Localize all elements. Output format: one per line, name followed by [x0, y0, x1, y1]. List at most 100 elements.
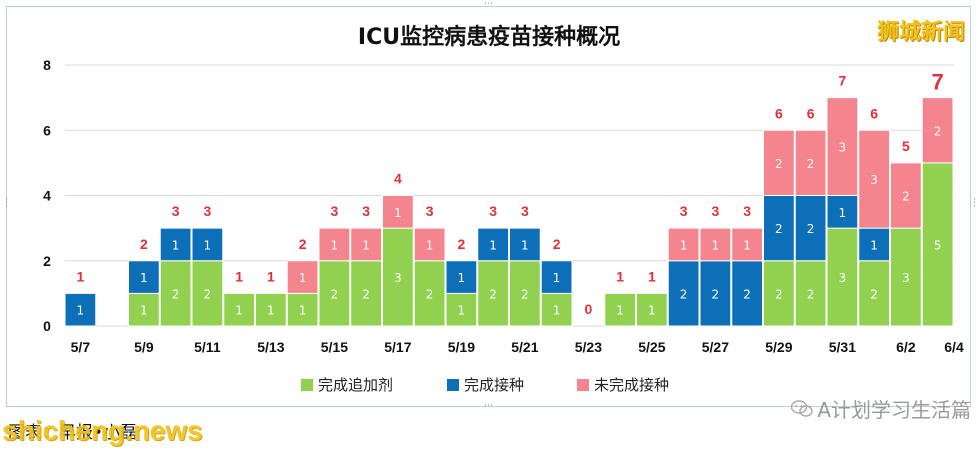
- x-tick-label: 5/25: [638, 339, 665, 355]
- segment-label: 2: [489, 287, 497, 301]
- right-resize-handle[interactable]: ⋮: [970, 198, 979, 208]
- segment-label: 2: [775, 287, 783, 301]
- bottom-resize-handle[interactable]: ⋯: [484, 401, 493, 411]
- segment-label: 1: [331, 238, 339, 252]
- total-label: 3: [172, 203, 180, 219]
- total-label: 7: [932, 70, 944, 95]
- bar-segment: [477, 227, 509, 262]
- left-resize-handle[interactable]: ⋮: [2, 198, 11, 208]
- x-tick-label: 5/23: [575, 339, 602, 355]
- total-label: 1: [616, 268, 624, 284]
- wechat-icon: [791, 399, 814, 417]
- total-label: 3: [426, 203, 434, 219]
- segment-label: 1: [458, 271, 466, 285]
- watermark-logo: 狮城新闻: [876, 20, 965, 45]
- total-label: 0: [584, 301, 592, 317]
- bar-segment: [731, 260, 763, 327]
- segment-label: 1: [426, 238, 434, 252]
- bar-segment: [318, 227, 351, 262]
- total-label: 1: [235, 268, 243, 284]
- bar-segment: [540, 292, 573, 327]
- x-tick-label: 5/11: [194, 339, 221, 355]
- segment-label: 1: [648, 304, 656, 318]
- segment-label: 2: [204, 287, 212, 301]
- bar-segment: [890, 227, 922, 327]
- bar-segment: [604, 292, 636, 327]
- segment-label: 1: [299, 304, 307, 318]
- total-label: 1: [76, 268, 84, 284]
- segment-label: 1: [204, 238, 212, 252]
- bar-segment: [128, 260, 160, 294]
- segment-label: 2: [331, 287, 339, 301]
- bar-segment: [159, 227, 192, 262]
- bar-segment: [128, 292, 160, 327]
- segment-label: 2: [712, 287, 720, 301]
- bar-segment: [826, 97, 859, 196]
- bar-segment: [64, 292, 97, 327]
- segment-label: 2: [807, 222, 815, 236]
- chart-title: ICU监控病患疫苗接种概况: [358, 24, 620, 50]
- segment-label: 1: [553, 271, 561, 285]
- bar-segment: [636, 292, 668, 327]
- segment-label: 1: [172, 238, 180, 252]
- bar-segment: [350, 260, 382, 327]
- segment-label: 1: [521, 238, 529, 252]
- bar-segment: [858, 129, 890, 229]
- legend-label: 完成接种: [464, 376, 524, 394]
- top-resize-handle[interactable]: ⋯: [484, 0, 493, 9]
- total-label: 3: [680, 203, 688, 219]
- y-tick-label: 4: [43, 188, 51, 204]
- total-label: 3: [489, 203, 497, 219]
- x-tick-label: 5/15: [321, 339, 348, 355]
- segment-label: 1: [362, 238, 370, 252]
- legend-label: 完成追加剂: [318, 376, 393, 394]
- x-tick-label: 6/4: [944, 339, 964, 355]
- segment-label: 2: [775, 157, 783, 171]
- segment-label: 2: [172, 287, 180, 301]
- x-tick-label: 5/13: [257, 339, 284, 355]
- bar-segment: [413, 227, 446, 262]
- bar-segment: [540, 260, 573, 294]
- bar-segment: [445, 260, 478, 294]
- total-label: 2: [553, 236, 561, 252]
- segment-label: 1: [839, 206, 847, 220]
- total-label: 3: [743, 203, 751, 219]
- legend-swatch: [301, 379, 313, 391]
- bar-segment: [382, 227, 414, 327]
- x-tick-label: 5/31: [829, 339, 856, 355]
- x-tick-label: 6/2: [896, 339, 916, 355]
- segment-label: 1: [712, 238, 720, 252]
- bar-segment: [763, 195, 795, 262]
- x-tick-label: 5/19: [448, 339, 475, 355]
- x-tick-label: 5/29: [765, 339, 792, 355]
- wechat-account: A计划学习生活篇: [791, 394, 971, 423]
- bar-segment: [286, 292, 319, 327]
- segment-label: 1: [616, 304, 624, 318]
- total-label: 6: [807, 105, 815, 121]
- x-tick-label: 5/9: [134, 339, 154, 355]
- bar-segment: [509, 227, 541, 262]
- segment-label: 1: [140, 304, 148, 318]
- x-tick-label: 5/7: [71, 339, 91, 355]
- total-label: 3: [521, 203, 529, 219]
- segment-label: 3: [839, 271, 847, 285]
- total-label: 2: [140, 236, 148, 252]
- y-tick-label: 2: [43, 253, 51, 269]
- chart-frame: ICU监控病患疫苗接种概况 0 2 4 6 8 1 1 1 1 2 2 1 3 2 1 3 1 1 1 1 1 1 2 2 1 3 2…: [6, 6, 971, 407]
- bar-segment: [763, 260, 795, 327]
- chart-credit: 图表：早报•小磊: [8, 423, 138, 443]
- bar-segment: [445, 292, 478, 327]
- bar-segment: [286, 260, 319, 294]
- bar-segment: [318, 260, 351, 327]
- y-tick-label: 8: [43, 57, 51, 73]
- total-label: 7: [838, 73, 846, 89]
- bar-segment: [699, 227, 732, 262]
- segment-label: 1: [299, 271, 307, 285]
- bar-segment: [794, 129, 827, 196]
- stacked-bar-chart: ICU监控病患疫苗接种概况 0 2 4 6 8 1 1 1 1 2 2 1 3 2 1 3 1 1 1 1 1 1 2 2 1 3 2…: [43, 24, 964, 394]
- total-label: 3: [330, 203, 338, 219]
- segment-label: 3: [870, 173, 878, 187]
- segment-label: 2: [426, 287, 434, 301]
- segment-label: 1: [743, 238, 751, 252]
- total-label: 2: [457, 236, 465, 252]
